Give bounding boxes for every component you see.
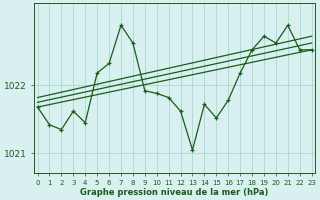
X-axis label: Graphe pression niveau de la mer (hPa): Graphe pression niveau de la mer (hPa) <box>80 188 269 197</box>
